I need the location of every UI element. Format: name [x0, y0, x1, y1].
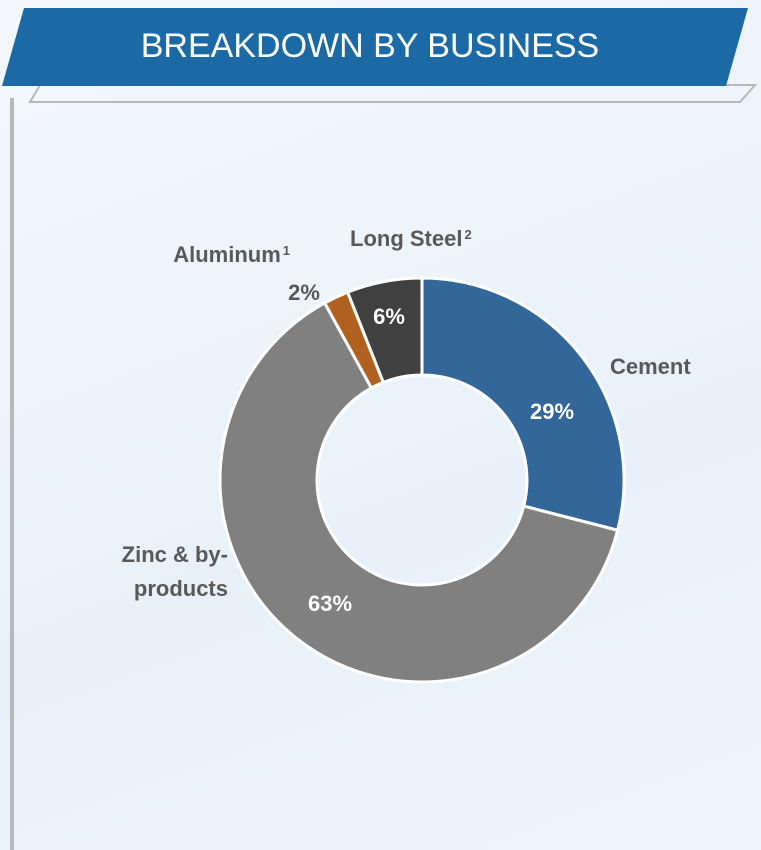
- banner-frame: [28, 84, 758, 103]
- category-text: Zinc & by-products: [121, 542, 228, 601]
- category-text: Aluminum: [173, 242, 281, 267]
- donut-slice: [345, 276, 424, 385]
- category-text: Cement: [610, 354, 691, 379]
- category-label: Aluminum 1: [120, 238, 290, 272]
- footnote-mark: 2: [464, 227, 472, 242]
- category-label: Zinc & by-products: [40, 538, 228, 606]
- donut-slice: [218, 300, 620, 684]
- category-text: Long Steel: [350, 226, 463, 251]
- footnote-mark: 1: [282, 243, 290, 258]
- banner: [2, 8, 748, 86]
- donut-slice: [420, 276, 626, 533]
- value-label: 2%: [288, 280, 320, 305]
- value-label: 29%: [530, 399, 574, 424]
- chart-title: BREAKDOWN BY BUSINESS: [141, 27, 600, 65]
- category-label: Cement: [610, 350, 750, 384]
- category-label: Long Steel 2: [350, 222, 520, 256]
- value-label: 6%: [373, 304, 405, 329]
- value-label: 63%: [308, 591, 352, 616]
